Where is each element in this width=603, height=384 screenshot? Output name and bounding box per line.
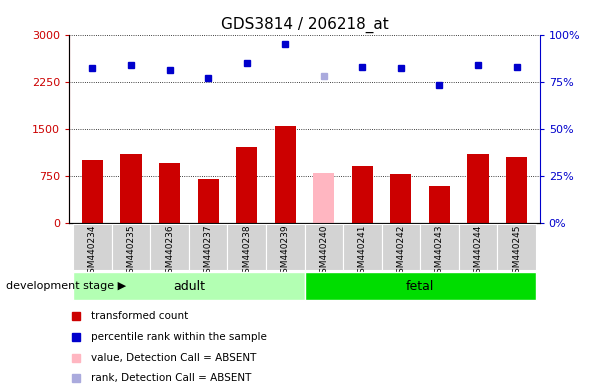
Text: GSM440245: GSM440245 [512,224,521,279]
Text: GSM440239: GSM440239 [281,224,289,279]
Bar [352,166,373,223]
Bar [73,223,112,270]
Bar [159,163,180,223]
Text: development stage ▶: development stage ▶ [6,281,126,291]
Bar [82,160,103,223]
Bar [73,272,305,300]
Bar [227,223,266,270]
Bar [506,157,527,223]
Text: transformed count: transformed count [90,311,188,321]
Text: GSM440235: GSM440235 [127,224,136,279]
Text: percentile rank within the sample: percentile rank within the sample [90,332,267,342]
Bar [429,186,450,223]
Bar [198,179,219,223]
Bar [420,223,459,270]
Bar [266,223,305,270]
Text: value, Detection Call = ABSENT: value, Detection Call = ABSENT [90,353,256,362]
Bar [390,174,411,223]
Text: GSM440234: GSM440234 [88,224,97,279]
Bar [467,154,488,223]
Bar [313,172,335,223]
Text: rank, Detection Call = ABSENT: rank, Detection Call = ABSENT [90,373,251,383]
Text: fetal: fetal [406,280,434,293]
Text: GSM440238: GSM440238 [242,224,251,279]
Bar [150,223,189,270]
Bar [305,223,343,270]
Bar [274,126,296,223]
Bar [112,223,150,270]
Text: GSM440244: GSM440244 [473,224,482,278]
Bar [305,272,536,300]
Text: adult: adult [173,280,205,293]
Bar [343,223,382,270]
Bar [382,223,420,270]
Text: GSM440237: GSM440237 [204,224,213,279]
Bar [236,147,257,223]
Text: GSM440236: GSM440236 [165,224,174,279]
Text: GSM440243: GSM440243 [435,224,444,279]
Title: GDS3814 / 206218_at: GDS3814 / 206218_at [221,17,388,33]
Text: GSM440241: GSM440241 [358,224,367,279]
Bar [497,223,536,270]
Bar [459,223,497,270]
Text: GSM440240: GSM440240 [320,224,328,279]
Text: GSM440242: GSM440242 [396,224,405,278]
Bar [189,223,227,270]
Bar [121,154,142,223]
